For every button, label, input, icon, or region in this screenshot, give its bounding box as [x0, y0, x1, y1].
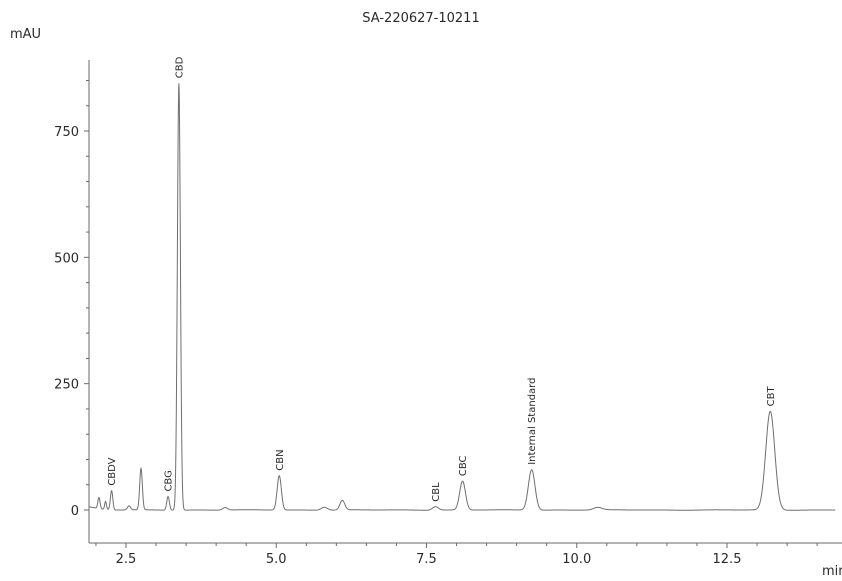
trace-layer: [89, 83, 836, 511]
peak-label-cbd: CBD: [174, 56, 185, 78]
peak-label-internal-standard: Internal Standard: [527, 378, 538, 465]
axes: 0 250 500 750 2.5 5.0 7.5 10.0 12.5: [54, 60, 842, 567]
peak-label-cbc: CBC: [458, 455, 469, 476]
y-tick-label: 750: [54, 125, 79, 140]
x-tick-label: 5.0: [266, 552, 287, 567]
chart-title: SA-220627-10211: [362, 11, 479, 26]
peak-label-cbn: CBN: [275, 449, 286, 470]
y-tick-label: 250: [54, 378, 79, 393]
x-tick-label: 10.0: [562, 552, 591, 567]
peak-label-cbdv: CBDV: [107, 457, 118, 485]
x-tick-label: 12.5: [713, 552, 742, 567]
y-tick-label: 0: [71, 504, 79, 519]
peak-label-cbt: CBT: [766, 386, 777, 407]
y-tick-label: 500: [54, 251, 79, 266]
chromatogram-trace: [89, 83, 836, 511]
x-tick-label: 2.5: [116, 552, 137, 567]
x-axis-label: min: [822, 564, 842, 577]
y-axis-label: mAU: [10, 27, 41, 42]
x-tick-label: 7.5: [416, 552, 437, 567]
peak-label-layer: CBDV CBG CBD CBN CBL CBC Internal Standard CBT: [107, 56, 777, 501]
peak-label-cbg: CBG: [164, 470, 175, 491]
peak-label-cbl: CBL: [431, 482, 442, 502]
